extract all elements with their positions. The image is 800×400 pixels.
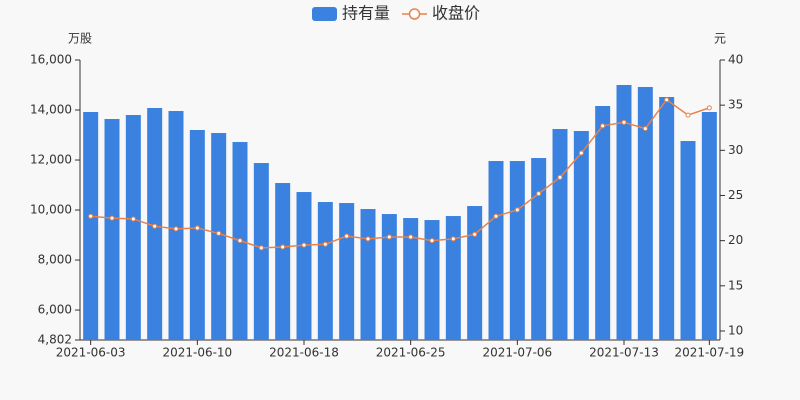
bar <box>659 97 675 340</box>
y-tick-label: 14,000 <box>30 103 72 117</box>
x-tick-label: 2021-06-03 <box>56 346 126 360</box>
point <box>152 223 158 229</box>
point <box>408 234 414 240</box>
bar <box>680 141 696 340</box>
x-tick-label: 2021-06-10 <box>162 346 232 360</box>
bar <box>104 119 120 341</box>
point <box>344 233 350 239</box>
point <box>258 245 264 251</box>
bar <box>360 209 376 340</box>
bar <box>296 192 312 340</box>
point <box>237 238 243 244</box>
point <box>130 216 136 222</box>
y-axis-label: 万股 <box>68 32 92 46</box>
bar <box>616 85 632 341</box>
x-tick-label: 2021-06-25 <box>376 346 446 360</box>
point <box>493 213 499 219</box>
legend-label: 收盘价 <box>432 4 480 23</box>
point <box>536 191 542 197</box>
point <box>173 226 179 232</box>
point <box>194 225 200 231</box>
bar <box>531 158 547 340</box>
point <box>706 105 712 111</box>
point <box>685 112 691 118</box>
point <box>280 244 286 250</box>
y-tick-label: 6,000 <box>38 303 72 317</box>
bar <box>445 216 461 340</box>
bar <box>467 206 483 340</box>
bar <box>275 183 291 340</box>
point <box>365 236 371 242</box>
bar <box>381 214 397 340</box>
point <box>578 150 584 156</box>
point <box>664 97 670 103</box>
y-tick-label: 10,000 <box>30 203 72 217</box>
legend: 持有量 收盘价 <box>312 4 480 23</box>
bar <box>637 87 653 340</box>
point <box>429 238 435 244</box>
y-tick-label: 8,000 <box>38 253 72 267</box>
y2-tick-label: 40 <box>728 53 743 67</box>
bar <box>595 106 611 341</box>
bar <box>189 130 205 340</box>
bar <box>125 115 141 340</box>
y2-axis-label: 元 <box>714 32 726 46</box>
line <box>90 98 710 249</box>
bar <box>317 202 333 340</box>
bar <box>339 203 355 340</box>
bar <box>701 112 717 341</box>
point <box>386 234 392 240</box>
bar <box>168 111 184 340</box>
point <box>216 230 222 236</box>
y2-tick-label: 25 <box>728 188 743 202</box>
point <box>88 213 94 219</box>
y2-tick-label: 15 <box>728 278 743 292</box>
bar <box>83 112 99 341</box>
bar <box>253 163 269 340</box>
legend-swatch <box>408 8 421 20</box>
y-tick-label: 12,000 <box>30 153 72 167</box>
y2-tick-label: 20 <box>728 233 743 247</box>
bar <box>509 161 525 340</box>
bar <box>403 218 419 340</box>
y2-tick-label: 35 <box>728 98 743 112</box>
bar <box>424 220 440 340</box>
y2-tick-label: 10 <box>728 323 743 337</box>
point <box>109 215 115 221</box>
bar <box>573 131 589 340</box>
point <box>514 207 520 213</box>
point <box>600 123 606 129</box>
point <box>450 236 456 242</box>
legend-label: 持有量 <box>342 4 390 23</box>
point <box>322 241 328 247</box>
y-tick-label: 4,802 <box>38 333 72 347</box>
x-tick-label: 2021-07-06 <box>482 346 552 360</box>
point <box>301 242 307 248</box>
legend-swatch <box>312 7 337 21</box>
bar <box>488 161 504 340</box>
x-tick-label: 2021-07-13 <box>589 346 659 360</box>
point <box>472 231 478 237</box>
bar <box>552 129 568 340</box>
bar <box>211 133 227 340</box>
point <box>642 126 648 132</box>
x-tick-label: 2021-07-19 <box>674 346 744 360</box>
x-tick-label: 2021-06-18 <box>269 346 339 360</box>
y2-tick-label: 30 <box>728 143 743 157</box>
y-tick-label: 16,000 <box>30 53 72 67</box>
point <box>557 174 563 180</box>
point <box>621 119 627 125</box>
